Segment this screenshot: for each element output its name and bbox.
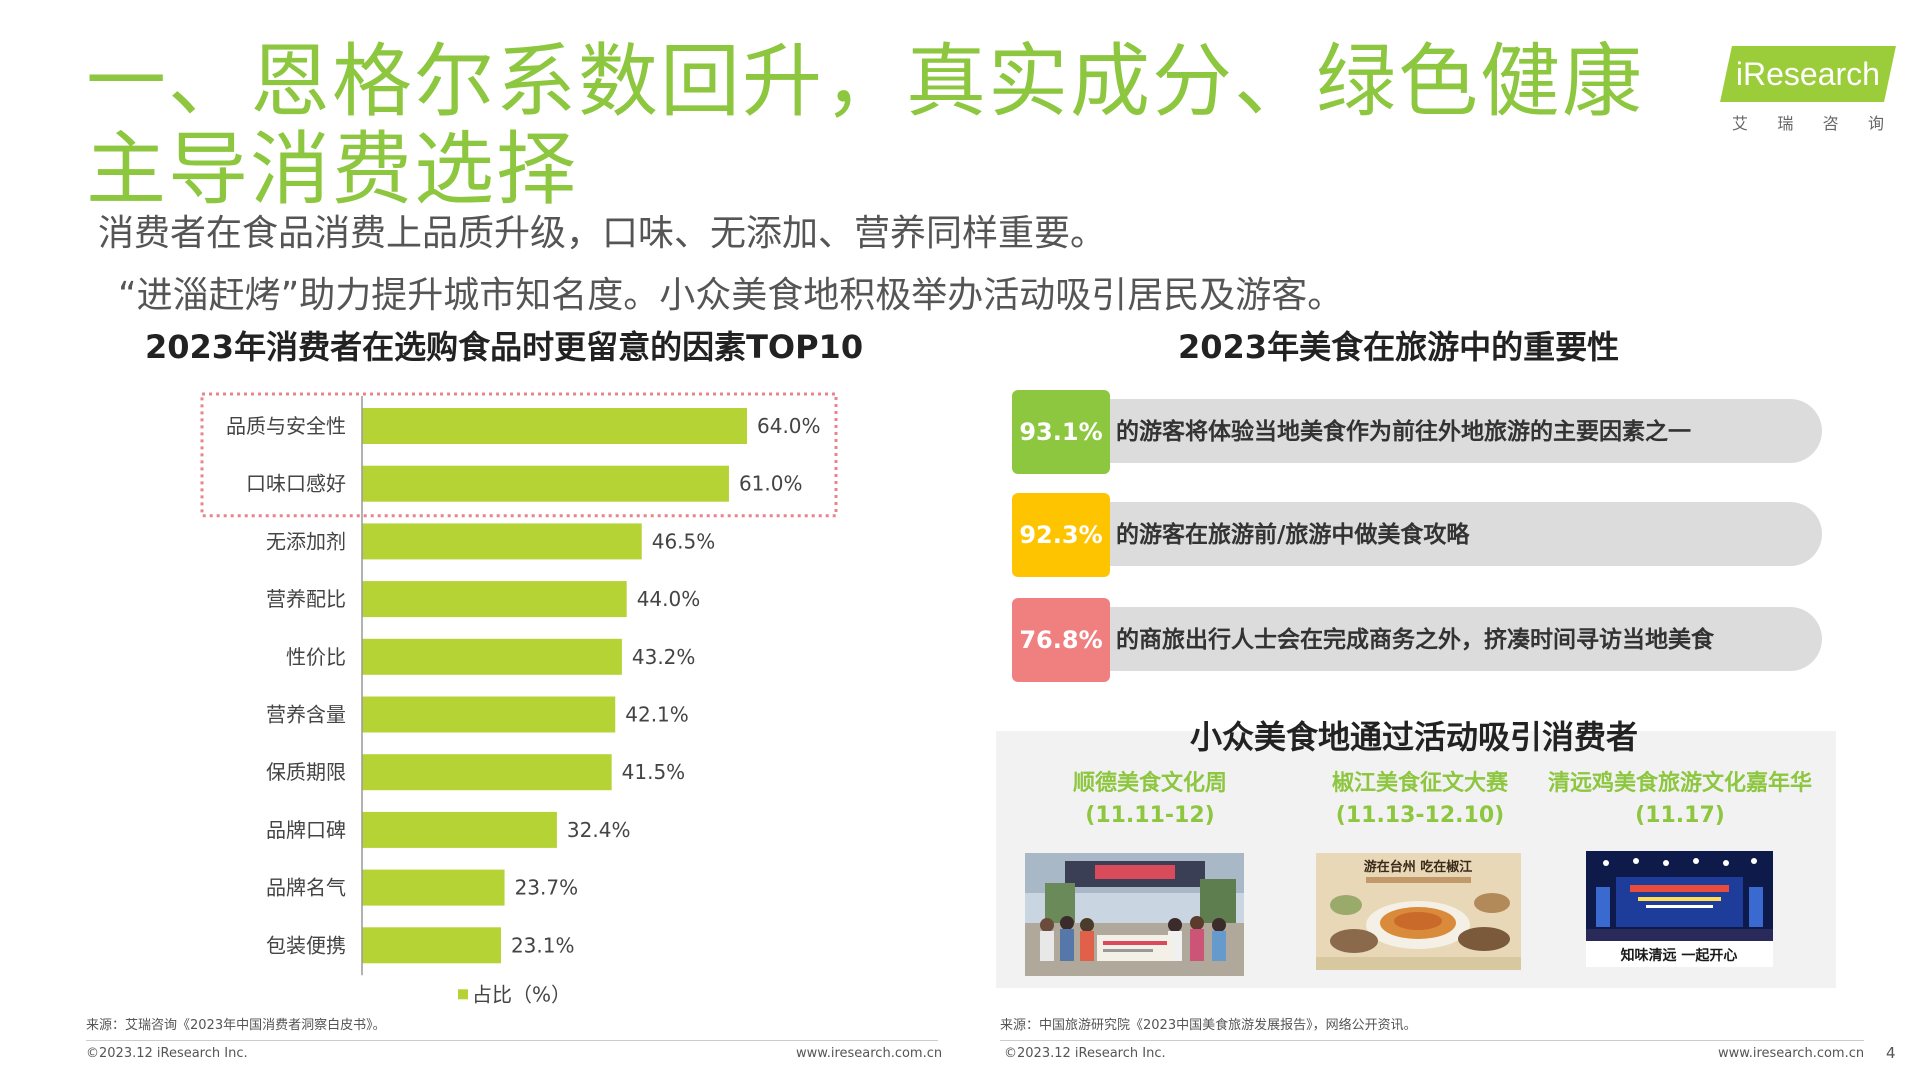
logo-cn-char: 询 [1867,114,1884,133]
bar [362,638,622,675]
bar-chart-title: 2023年消费者在选购食品时更留意的因素TOP10 [145,328,864,366]
category-label: 营养含量 [266,703,346,727]
left-source: 来源：艾瑞咨询《2023年中国消费者洞察白皮书》。 [86,1018,386,1033]
iresearch-logo: iResearch 艾 瑞 咨 询 [1720,46,1896,134]
category-label: 营养配比 [266,587,346,611]
event-name: 清远鸡美食旅游文化嘉年华 [1547,771,1812,796]
stage-caption: 知味清远 一起开心 [1621,947,1738,964]
events-title: 小众美食地通过活动吸引消费者 [1190,718,1639,756]
footer-divider-left [86,1040,938,1041]
footer-website-left: www.iresearch.com.cn [796,1046,943,1061]
bar [362,465,729,502]
qingyuan-stage-photo: 知味清远 一起开心 [1586,851,1773,967]
category-label: 品质与安全性 [226,414,346,438]
event-name: 椒江美食征文大赛 [1331,771,1508,796]
highlight-box [200,392,838,518]
logo-cn-char: 艾 [1732,114,1749,133]
bar [362,754,612,791]
subtitle-1: 消费者在食品消费上品质升级，口味、无添加、营养同样重要。 [98,213,1107,254]
bar [362,408,747,444]
value-label: 23.7% [515,876,579,900]
value-label: 44.0% [637,587,701,611]
legend-label: 占比（%） [472,982,571,1006]
qingyuan-stage-graphic: 知味清远 一起开心 [1586,851,1773,967]
right-source: 来源：中国旅游研究院《2023中国美食旅游发展报告》，网络公开资讯。 [1000,1018,1417,1033]
event-date: (11.17) [1635,803,1725,828]
stat-pill [1072,399,1822,463]
event-shunde: 顺德美食文化周 (11.11-12) [1040,768,1260,832]
poster-caption: 游在台州 吃在椒江 [1364,859,1473,875]
shunde-event-photo [1025,853,1244,976]
value-label: 46.5% [652,529,716,553]
stat-value-badge: 76.8% [1012,598,1110,682]
bar [362,581,627,618]
stat-pill [1072,502,1822,566]
logo-text: iResearch [1735,55,1881,92]
category-label: 保质期限 [266,760,346,784]
category-label: 品牌口碑 [266,818,346,842]
bar [362,869,505,906]
category-label: 无添加剂 [266,529,346,553]
bar [362,523,642,560]
event-date: (11.11-12) [1085,803,1215,828]
page-title: 一、恩格尔系数回升，真实成分、绿色健康主导消费选择 [86,35,1644,216]
value-label: 64.0% [757,414,821,438]
bar [362,927,501,964]
stat-text: 的游客将体验当地美食作为前往外地旅游的主要因素之一 [1116,419,1691,445]
page-number: 4 [1886,1044,1896,1062]
logo-cn-char: 瑞 [1777,114,1794,133]
stat-row-2: 92.3% 的游客在旅游前/旅游中做美食攻略 [1012,493,1822,577]
value-label: 32.4% [567,818,631,842]
footer-copyright-right: ©2023.12 iResearch Inc. [1004,1046,1166,1061]
event-date: (11.13-12.10) [1335,803,1505,828]
value-label: 23.1% [511,933,575,957]
category-label: 口味口感好 [246,472,346,496]
footer-copyright-left: ©2023.12 iResearch Inc. [86,1046,248,1061]
stat-row-3: 76.8% 的商旅出行人士会在完成商务之外，挤凑时间寻访当地美食 [1012,598,1822,682]
jiaojiang-poster-photo: 游在台州 吃在椒江 [1316,853,1521,970]
legend-swatch [458,989,468,1000]
logo-cn-text: 艾 瑞 咨 询 [1726,110,1890,134]
subtitle-2: “进淄赶烤”助力提升城市知名度。小众美食地积极举办活动吸引居民及游客。 [118,275,1344,316]
bar [362,811,557,848]
value-label: 42.1% [625,703,689,727]
category-label: 品牌名气 [266,876,346,900]
factors-bar-chart: 品质与安全性 64.0% 口味口感好 61.0% 无添加剂 46.5% 营养配比 44.0% 性… [200,392,838,1006]
stat-row-1: 93.1% 的游客将体验当地美食作为前往外地旅游的主要因素之一 [1012,390,1822,474]
category-label: 性价比 [286,645,346,669]
bar [362,696,616,733]
stat-text: 的游客在旅游前/旅游中做美食攻略 [1116,522,1470,548]
footer-divider-right [1000,1040,1864,1041]
value-label: 61.0% [739,472,803,496]
event-jiaojiang: 椒江美食征文大赛 (11.13-12.10) [1300,768,1540,832]
value-label: 43.2% [632,645,696,669]
shunde-photo-graphic [1025,853,1244,976]
stat-value-badge: 92.3% [1012,493,1110,577]
stat-text: 的商旅出行人士会在完成商务之外，挤凑时间寻访当地美食 [1116,627,1714,653]
stat-pill [1072,607,1822,671]
event-name: 顺德美食文化周 [1072,771,1227,796]
event-qingyuan: 清远鸡美食旅游文化嘉年华 (11.17) [1540,768,1820,832]
logo-badge: iResearch [1720,46,1896,102]
tourism-section-title: 2023年美食在旅游中的重要性 [1178,328,1620,366]
value-label: 41.5% [622,760,686,784]
logo-cn-char: 咨 [1822,114,1839,133]
footer-website-right: www.iresearch.com.cn [1718,1046,1865,1061]
jiaojiang-poster-graphic: 游在台州 吃在椒江 [1316,853,1521,970]
category-label: 包装便携 [266,933,346,957]
stat-value-badge: 93.1% [1012,390,1110,474]
